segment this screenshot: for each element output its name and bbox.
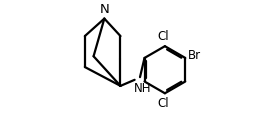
Text: NH: NH [134, 82, 151, 95]
Text: Cl: Cl [158, 97, 169, 110]
Text: N: N [99, 3, 109, 16]
Text: Cl: Cl [158, 30, 169, 43]
Text: Br: Br [188, 49, 201, 62]
